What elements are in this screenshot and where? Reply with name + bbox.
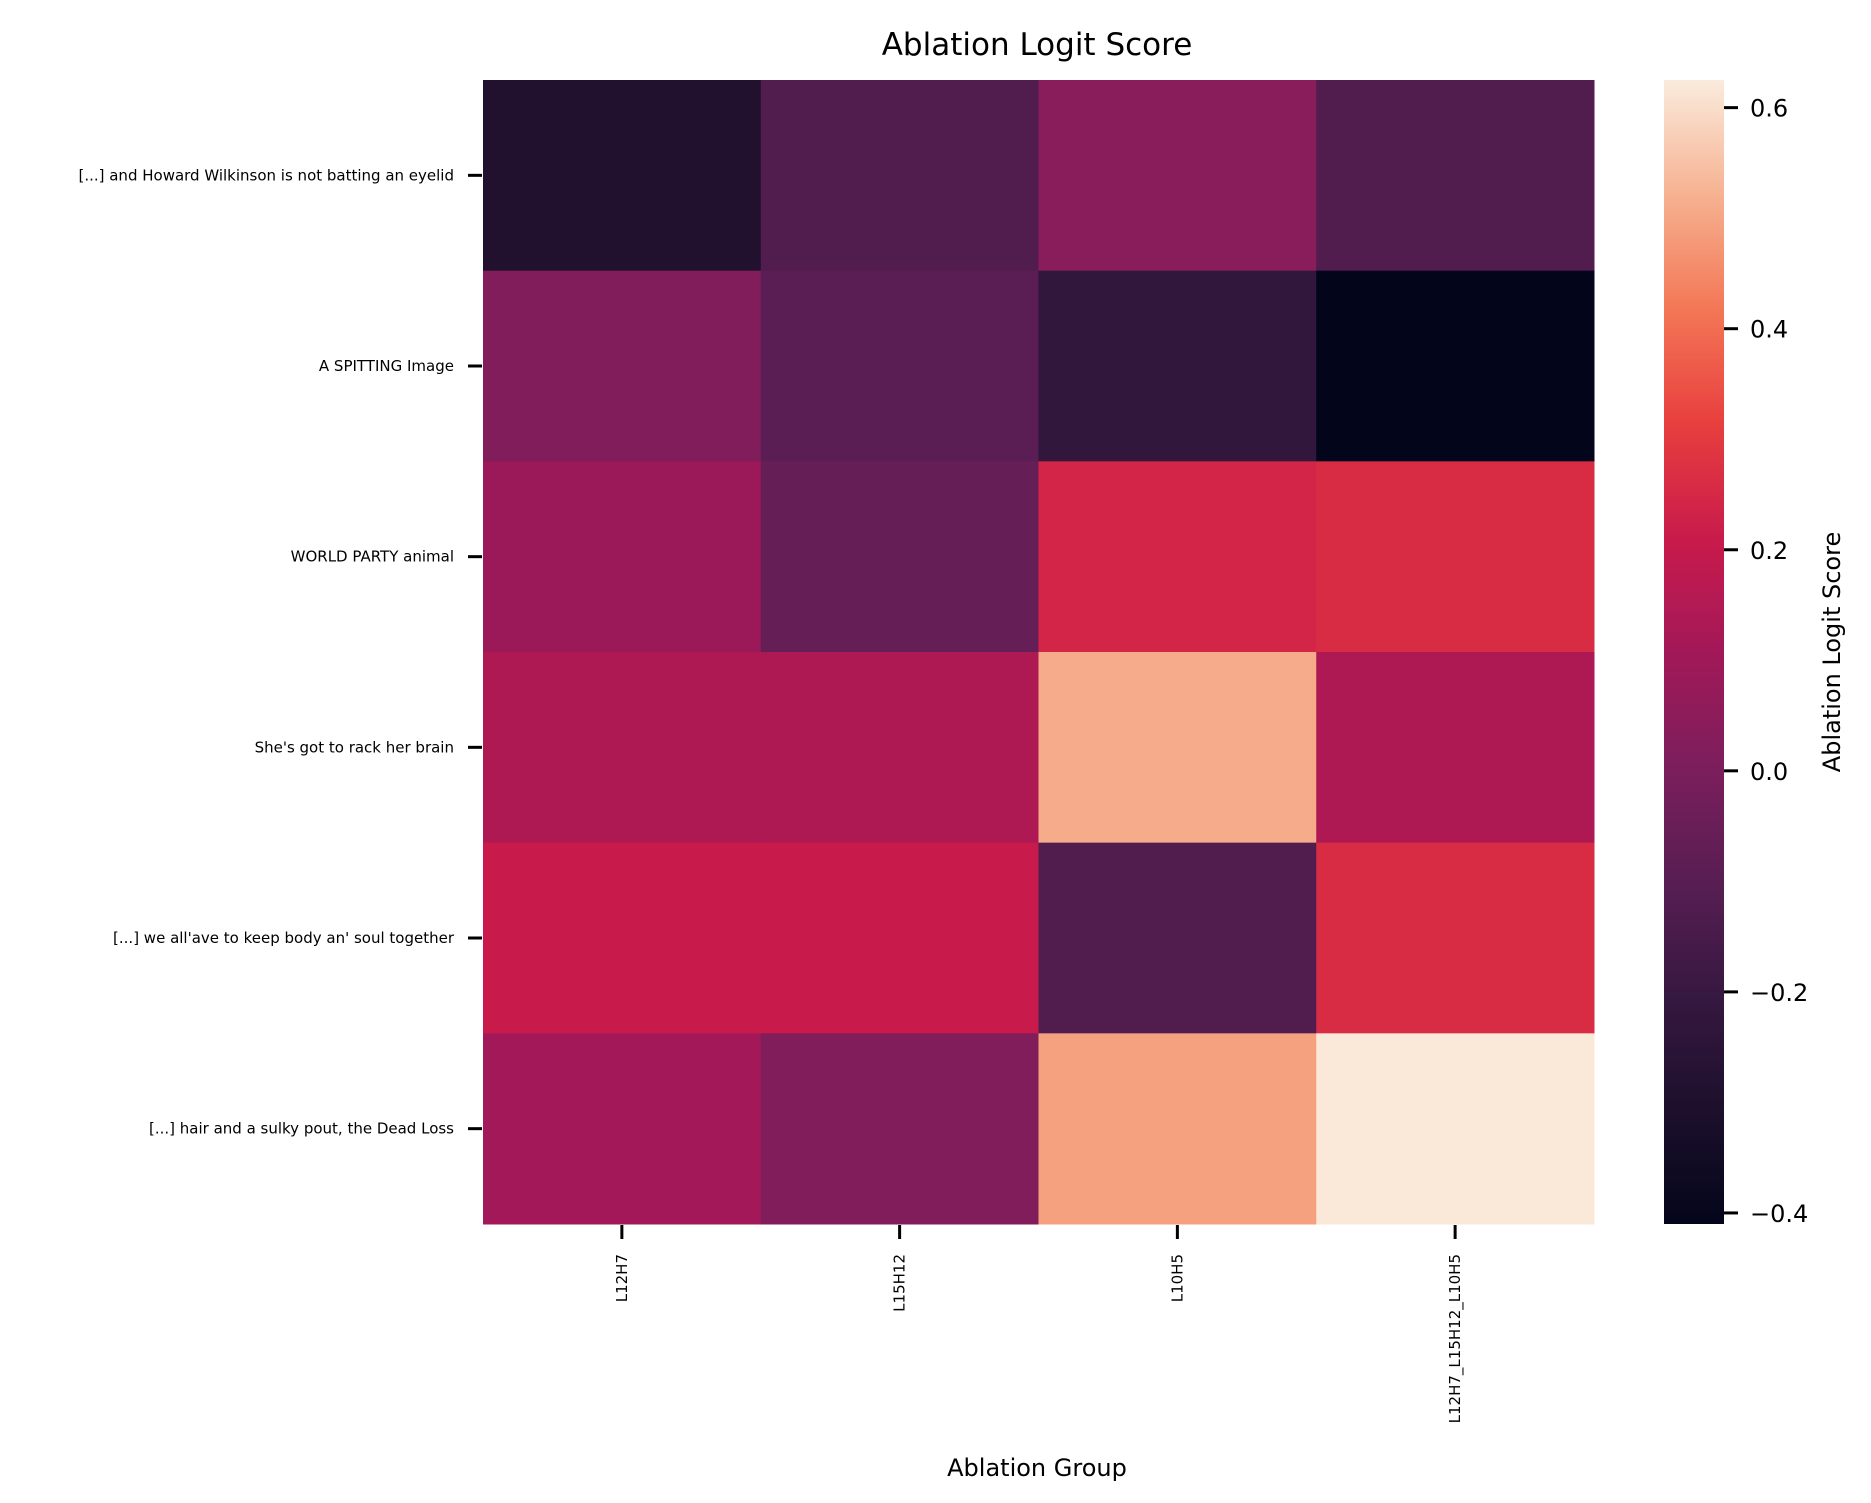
colorbar-tick-label: 0.4: [1750, 316, 1788, 344]
y-tick-label: A SPITTING Image: [319, 357, 454, 375]
heatmap-cell: [1038, 652, 1317, 844]
heatmap-cell: [1038, 461, 1317, 653]
heatmap-cell: [1038, 1033, 1317, 1225]
heatmap-cell: [760, 80, 1039, 272]
colorbar-tick-label: 0.0: [1750, 758, 1788, 786]
heatmap-cell: [1316, 270, 1595, 462]
heatmap-cell: [483, 842, 762, 1034]
heatmap-cells: [483, 80, 1595, 1225]
heatmap-cell: [1316, 842, 1595, 1034]
heatmap-cell: [760, 461, 1039, 653]
heatmap-cell: [483, 652, 762, 844]
y-tick-label: She's got to rack her brain: [255, 738, 454, 756]
y-tick-label: [...] we all'ave to keep body an' soul t…: [113, 929, 455, 947]
heatmap-cell: [760, 270, 1039, 462]
colorbar-ticks: −0.4 −0.2 0.0 0.2 0.4 0.6: [1724, 95, 1808, 1228]
heatmap-cell: [1316, 652, 1595, 844]
chart-title: Ablation Logit Score: [882, 27, 1193, 63]
y-tick-label: [...] and Howard Wilkinson is not battin…: [78, 166, 454, 184]
heatmap-cell: [760, 652, 1039, 844]
x-tick-label: L12H7: [613, 1254, 631, 1302]
heatmap-cell: [483, 270, 762, 462]
x-tick-label: L15H12: [891, 1254, 909, 1312]
colorbar-tick-label: −0.4: [1750, 1200, 1808, 1228]
y-tick-label: [...] hair and a sulky pout, the Dead Lo…: [149, 1120, 454, 1138]
colorbar-tick-label: −0.2: [1750, 979, 1808, 1007]
heatmap-cell: [1038, 270, 1317, 462]
heatmap-cell: [483, 1033, 762, 1225]
heatmap-cell: [760, 1033, 1039, 1225]
colorbar-tick-label: 0.2: [1750, 537, 1788, 565]
colorbar-tick-label: 0.6: [1750, 95, 1788, 123]
heatmap-cell: [483, 461, 762, 653]
heatmap-cell: [1316, 461, 1595, 653]
x-tick-label: L12H7_L15H12_L10H5: [1446, 1254, 1465, 1423]
y-tick-label: WORLD PARTY animal: [291, 548, 454, 566]
x-axis-label: Ablation Group: [947, 1454, 1127, 1482]
heatmap-cell: [1038, 80, 1317, 272]
heatmap-cell: [1038, 842, 1317, 1034]
colorbar-label: Ablation Logit Score: [1818, 532, 1846, 772]
heatmap-cell: [1316, 80, 1595, 272]
heatmap-cell: [1316, 1033, 1595, 1225]
x-axis-ticks: L12H7 L15H12 L10H5 L12H7_L15H12_L10H5: [613, 1225, 1465, 1423]
heatmap-cell: [483, 80, 762, 272]
x-tick-label: L10H5: [1168, 1254, 1186, 1302]
y-axis-ticks: [...] and Howard Wilkinson is not battin…: [78, 166, 482, 1138]
heatmap-cell: [760, 842, 1039, 1034]
colorbar: [1664, 80, 1724, 1224]
